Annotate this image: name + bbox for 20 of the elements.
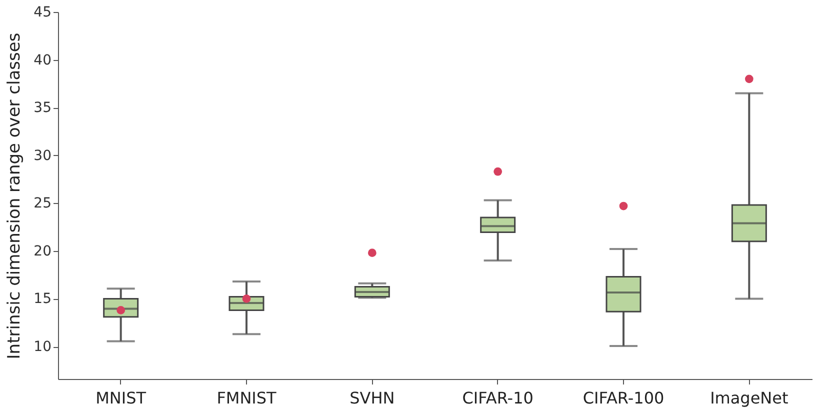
y-tick-label: 15 (34, 291, 52, 308)
point (242, 294, 251, 303)
y-tick-label: 45 (34, 4, 52, 20)
x-tick-label: ImageNet (710, 388, 788, 408)
x-tick-label: CIFAR-10 (462, 388, 534, 408)
y-tick-label: 20 (34, 243, 52, 260)
y-tick-label: 40 (34, 52, 52, 68)
x-tick-label: SVHN (350, 388, 395, 408)
point (619, 202, 628, 210)
point (494, 167, 502, 176)
y-tick-label: 30 (34, 148, 52, 164)
y-axis-title: Intrinsic dimension range over classes (4, 32, 25, 360)
point (368, 248, 376, 258)
point (744, 74, 754, 84)
y-tick-label: 10 (34, 339, 52, 356)
x-tick-label: MNIST (96, 388, 146, 408)
x-tick-label: FMNIST (216, 388, 277, 408)
y-tick-label: 35 (34, 100, 52, 116)
x-tick-label: CIFAR-100 (582, 388, 664, 408)
y-tick-label: 25 (34, 196, 52, 212)
